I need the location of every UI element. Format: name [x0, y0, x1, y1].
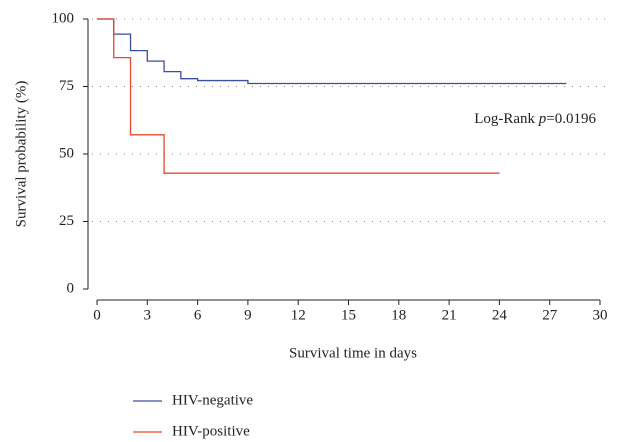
legend-label: HIV-positive — [172, 423, 250, 439]
annotation: Log-Rank p=0.0196 — [474, 111, 596, 127]
x-tick-label: 27 — [542, 307, 558, 323]
x-tick-label: 15 — [341, 307, 356, 323]
y-tick-label: 50 — [59, 145, 74, 161]
survival-curve — [97, 18, 567, 85]
annotation-text: Log-Rank — [474, 111, 539, 127]
x-tick-label: 18 — [391, 307, 406, 323]
x-axis-label: Survival time in days — [289, 345, 417, 361]
y-tick-label: 0 — [67, 280, 75, 296]
x-tick-label: 9 — [244, 307, 252, 323]
annotation-text: p — [538, 111, 547, 127]
legend-label: HIV-negative — [172, 392, 253, 408]
x-tick-label: 12 — [291, 307, 306, 323]
x-tick-label: 3 — [144, 307, 152, 323]
y-tick-label: 25 — [59, 213, 74, 229]
survival-curve — [97, 18, 500, 174]
x-tick-label: 0 — [93, 307, 101, 323]
y-axis-label: Survival probability (%) — [13, 81, 29, 228]
annotation-text: =0.0196 — [546, 111, 596, 127]
x-tick-label: 30 — [593, 307, 608, 323]
x-tick-label: 21 — [442, 307, 457, 323]
x-tick-label: 24 — [492, 307, 508, 323]
x-tick-label: 6 — [194, 307, 202, 323]
y-tick-label: 75 — [59, 78, 74, 94]
y-tick-label: 100 — [52, 10, 75, 26]
